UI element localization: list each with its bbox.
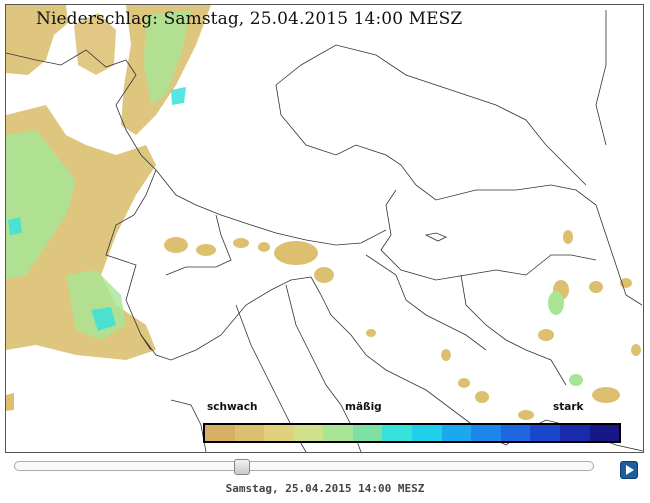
legend-segment — [323, 425, 353, 441]
legend-segment — [264, 425, 294, 441]
legend-segment — [589, 425, 620, 441]
legend-label-low: schwach — [207, 401, 258, 413]
legend-segment — [559, 425, 590, 441]
map-title: Niederschlag: Samstag, 25.04.2015 14:00 … — [36, 9, 463, 29]
precip-alps — [164, 237, 376, 337]
timestamp-label: Samstag, 25.04.2015 14:00 MESZ — [225, 482, 425, 495]
precip-west — [6, 5, 211, 411]
coastlines — [140, 232, 643, 452]
play-button[interactable] — [620, 461, 638, 479]
precipitation-map: Niederschlag: Samstag, 25.04.2015 14:00 … — [5, 4, 644, 453]
legend-segment — [500, 425, 531, 441]
legend-segment — [471, 425, 501, 441]
legend-segment — [530, 425, 560, 441]
precip-east — [441, 230, 641, 420]
legend-segment — [293, 425, 324, 441]
time-slider-track[interactable] — [14, 461, 594, 471]
legend-segment — [234, 425, 265, 441]
legend-segment — [352, 425, 383, 441]
map-canvas — [6, 5, 643, 452]
legend-label-high: stark — [553, 401, 584, 413]
legend-color-bar — [203, 423, 621, 443]
legend-segment — [412, 425, 442, 441]
country-borders — [6, 10, 643, 386]
legend-segment — [441, 425, 472, 441]
time-slider-thumb[interactable] — [233, 459, 250, 475]
legend-segment — [382, 425, 413, 441]
legend-label-mid: mäßig — [345, 401, 382, 413]
legend-segment — [205, 425, 235, 441]
